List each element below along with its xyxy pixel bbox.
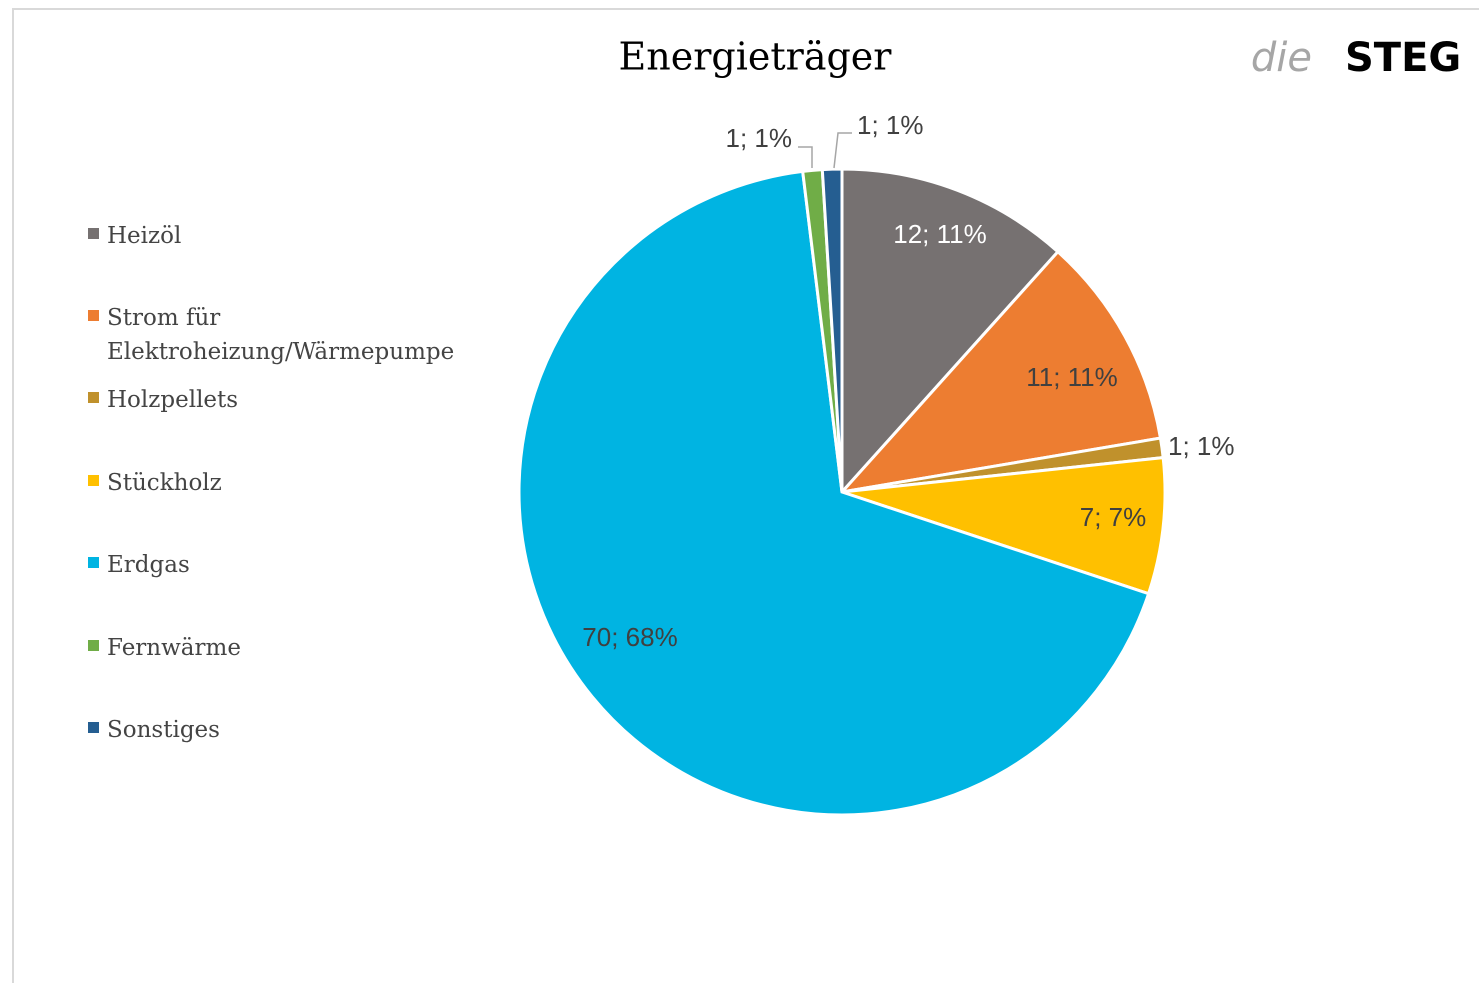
legend-label: Fernwärme — [107, 635, 241, 661]
legend-swatch — [88, 475, 99, 486]
legend-label: Holzpellets — [107, 387, 239, 413]
legend-label: Strom für Elektroheizung/Wärmepumpe — [107, 305, 455, 365]
data-label: 70; 68% — [582, 622, 677, 652]
data-label: 1; 1% — [1168, 431, 1235, 461]
pie-slice — [840, 167, 1061, 496]
legend-swatch — [88, 722, 99, 733]
legend-item: Holzpellets — [88, 383, 488, 417]
legend-swatch — [88, 392, 99, 403]
legend-label: Stückholz — [107, 470, 222, 496]
legend-item: Fernwärme — [88, 631, 488, 665]
chart-frame — [12, 8, 1479, 983]
legend-item: Stückholz — [88, 466, 488, 500]
logo-prefix: die — [1251, 35, 1312, 81]
leader-line — [798, 146, 813, 168]
legend-item: Erdgas — [88, 548, 488, 582]
legend-item: Heizöl — [88, 219, 488, 253]
legend-swatch — [88, 557, 99, 568]
legend-item: Sonstiges — [88, 713, 488, 747]
legend-label: Erdgas — [107, 552, 190, 578]
legend-swatch — [88, 310, 99, 321]
legend-label: Sonstiges — [107, 717, 220, 743]
pie-slice — [841, 455, 1167, 596]
pie-slice — [517, 169, 1151, 817]
data-label: 7; 7% — [1080, 502, 1147, 532]
leader-line — [833, 132, 852, 169]
data-label: 1; 1% — [857, 110, 924, 140]
legend-swatch — [88, 640, 99, 651]
pie-slice — [820, 167, 844, 493]
data-label: 1; 1% — [726, 123, 793, 153]
legend-label: Heizöl — [107, 223, 182, 249]
data-label: 12; 11% — [893, 219, 986, 249]
chart-title: Energieträger — [619, 35, 893, 79]
logo-name: STEG — [1345, 35, 1461, 81]
pie-slice — [838, 249, 1163, 495]
legend-item: Strom für Elektroheizung/Wärmepumpe — [88, 301, 488, 369]
data-label: 11; 11% — [1026, 362, 1118, 392]
legend-swatch — [88, 228, 99, 239]
